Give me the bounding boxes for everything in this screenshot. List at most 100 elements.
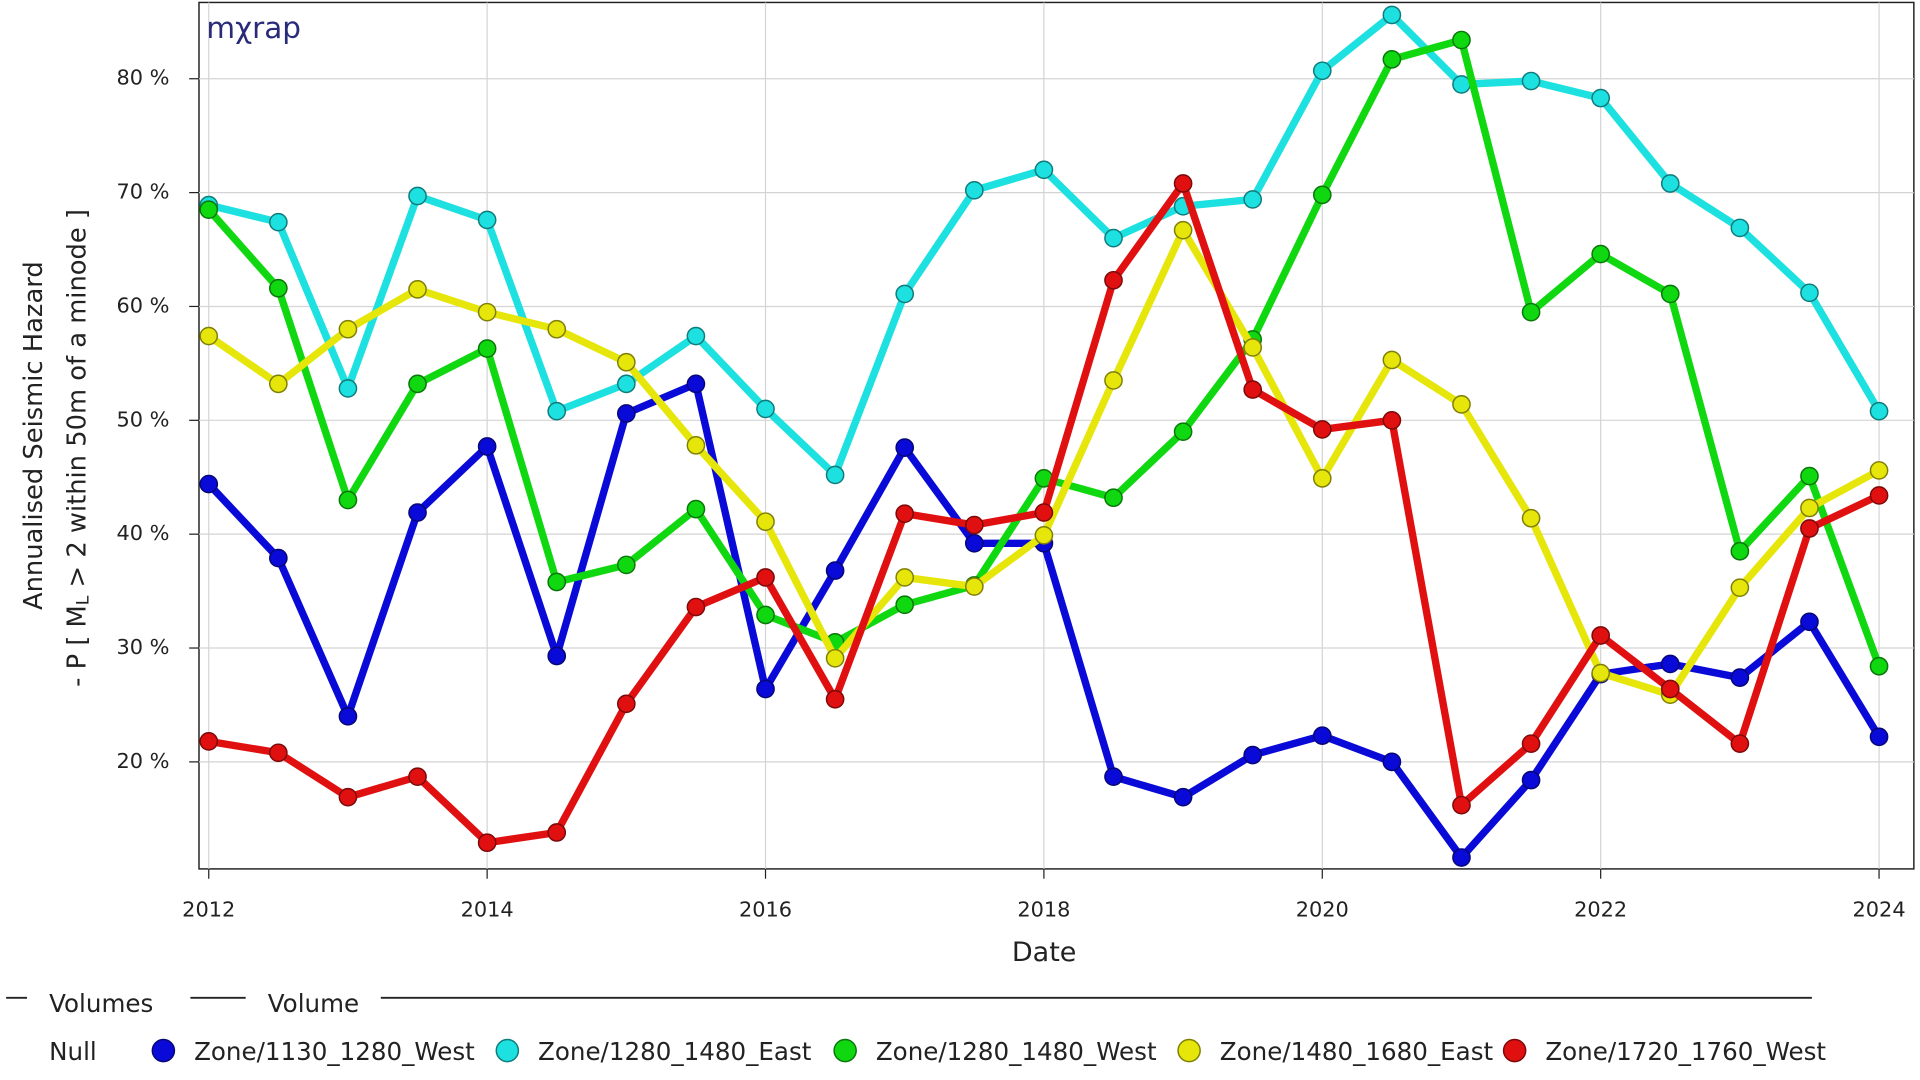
legend-marker: [151, 1038, 176, 1063]
data-point: [616, 694, 636, 714]
legend-group: Null: [49, 1037, 97, 1066]
data-point: [1730, 734, 1750, 753]
data-point: [338, 490, 358, 510]
data-point: [895, 284, 915, 304]
data-point: [1382, 350, 1402, 370]
data-point: [1660, 174, 1680, 193]
data-point: [477, 339, 497, 358]
data-point: [269, 548, 288, 568]
legend-label: Zone/1280_1480_West: [876, 1037, 1157, 1066]
data-point: [964, 180, 984, 200]
data-point: [964, 577, 984, 596]
legend-label: Zone/1280_1480_East: [538, 1037, 812, 1066]
data-point: [1452, 30, 1471, 50]
data-point: [1591, 663, 1611, 683]
data-point: [1800, 498, 1819, 518]
data-point: [1034, 525, 1054, 545]
data-point: [1452, 395, 1471, 414]
data-point: [1869, 727, 1889, 747]
y-tick-label: 70 %: [116, 180, 169, 204]
data-point: [1452, 848, 1471, 867]
data-point: [1591, 88, 1611, 108]
x-tick-label: 2018: [1017, 898, 1070, 922]
data-point: [547, 319, 567, 339]
data-point: [1730, 578, 1750, 598]
y-tick-label: 60 %: [116, 293, 169, 317]
data-point: [269, 212, 288, 232]
data-point: [1243, 338, 1263, 357]
data-point: [1869, 486, 1889, 505]
data-point: [895, 504, 915, 524]
data-point: [1104, 228, 1123, 248]
data-point: [1312, 61, 1332, 81]
data-point: [408, 374, 427, 394]
y-tick-label: 80 %: [116, 66, 169, 90]
data-point: [1104, 371, 1123, 390]
data-point: [1243, 745, 1263, 765]
data-point: [895, 595, 915, 615]
data-point: [1382, 410, 1402, 430]
data-point: [1312, 469, 1332, 488]
data-point: [269, 374, 288, 394]
legend-header: Volumes: [49, 989, 153, 1018]
data-point: [686, 326, 706, 346]
data-point: [547, 823, 567, 842]
data-point: [895, 568, 915, 587]
data-point: [199, 326, 219, 346]
data-point: [1312, 420, 1332, 439]
data-point: [964, 533, 984, 553]
data-point: [338, 379, 358, 398]
y-axis-label: Annualised Seismic Hazard: [19, 261, 49, 610]
data-point: [1243, 190, 1263, 209]
data-point: [1452, 795, 1471, 815]
data-point: [547, 646, 567, 666]
data-point: [1730, 541, 1750, 561]
data-point: [1591, 626, 1611, 645]
data-point: [616, 352, 636, 372]
y-label-subscript: L: [74, 595, 94, 605]
data-point: [1800, 612, 1819, 632]
data-point: [1104, 767, 1123, 787]
data-point: [1660, 654, 1680, 674]
data-point: [756, 605, 775, 625]
data-point: [825, 689, 845, 709]
data-point: [1521, 508, 1541, 528]
y-axis-label-2: - P [ ML > 2 within 50m of a minode ]: [62, 209, 94, 687]
y-tick-label: 40 %: [116, 521, 169, 545]
y-tick-label: 30 %: [116, 635, 169, 659]
data-point: [1800, 283, 1819, 303]
data-point: [1521, 770, 1541, 790]
data-point: [686, 374, 706, 394]
data-point: [1173, 174, 1193, 193]
data-point: [756, 512, 775, 531]
data-point: [686, 499, 706, 519]
data-point: [1173, 422, 1193, 442]
data-point: [408, 767, 427, 787]
data-point: [1243, 380, 1263, 399]
data-point: [1869, 401, 1889, 421]
data-point: [825, 561, 845, 580]
data-point: [1869, 461, 1889, 480]
data-point: [686, 436, 706, 455]
data-point: [1730, 668, 1750, 687]
data-point: [964, 515, 984, 535]
data-point: [269, 743, 288, 763]
data-point: [616, 404, 636, 423]
data-point: [616, 374, 636, 394]
data-point: [547, 572, 567, 592]
data-point: [199, 732, 219, 751]
data-point: [408, 186, 427, 206]
x-tick-label: 2020: [1296, 898, 1349, 922]
data-point: [1521, 734, 1541, 753]
data-point: [1591, 244, 1611, 264]
data-point: [1104, 270, 1123, 290]
x-tick-label: 2014: [461, 898, 514, 922]
data-point: [1312, 185, 1332, 205]
data-point: [1521, 302, 1541, 322]
x-tick-label: 2024: [1853, 898, 1906, 922]
legend-label: Zone/1130_1280_West: [194, 1037, 475, 1066]
data-point: [756, 399, 775, 419]
data-point: [338, 787, 358, 807]
data-point: [338, 319, 358, 339]
